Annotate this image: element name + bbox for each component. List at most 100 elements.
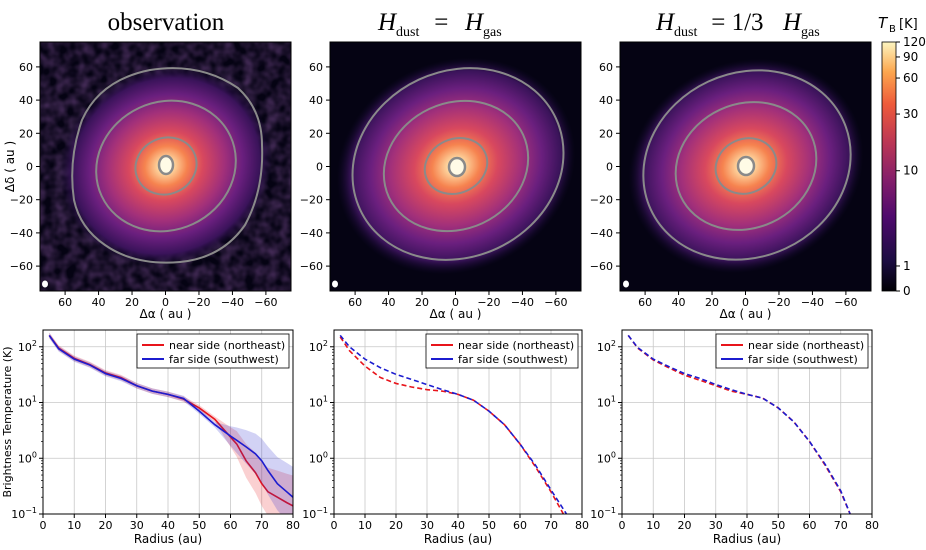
map-hdust-third-hgas bbox=[620, 42, 871, 291]
profile-xtick-label: 80 bbox=[575, 519, 589, 532]
map-ytick-label: 0 bbox=[26, 161, 33, 174]
profile-xtick-label: 80 bbox=[286, 519, 300, 532]
ytick-exp: 0 bbox=[32, 450, 37, 459]
ytick-exp: 1 bbox=[611, 395, 616, 404]
map-panels bbox=[39, 41, 872, 292]
map-ytick-label: 20 bbox=[599, 127, 613, 140]
colorbar-gradient bbox=[881, 41, 897, 292]
legend-label-0: near side (northeast) bbox=[169, 339, 285, 352]
profile-series-group bbox=[339, 334, 568, 514]
profile-frame bbox=[42, 329, 294, 515]
ytick-exp: 0 bbox=[611, 450, 616, 459]
map-ytick-label: 60 bbox=[19, 61, 33, 74]
map-xtick-label: −20 bbox=[767, 296, 790, 309]
map-xtick-label: 60 bbox=[638, 296, 652, 309]
profile-ytick-label: 101 bbox=[597, 395, 616, 410]
map-xlabel: Δα ( au ) bbox=[430, 307, 482, 321]
map-ytick-label: 20 bbox=[309, 127, 323, 140]
map-ylabel: Δδ ( au ) bbox=[3, 141, 17, 192]
map-ytick-label: −60 bbox=[590, 260, 613, 273]
svg-text:dust: dust bbox=[396, 25, 419, 40]
profile-series-far bbox=[339, 334, 568, 514]
ytick-base: 10 bbox=[11, 508, 25, 521]
profile-xtick-label: 20 bbox=[99, 519, 113, 532]
profile-ytick-label: 10−1 bbox=[590, 506, 616, 521]
profile-xtick-label: 50 bbox=[771, 519, 785, 532]
colorbar-label-unit: [K] bbox=[899, 17, 918, 32]
title-observation: observation bbox=[108, 9, 225, 36]
map-xtick-label: −20 bbox=[187, 296, 210, 309]
profile-xtick-label: 10 bbox=[67, 519, 81, 532]
title3-sub1: dust bbox=[674, 25, 697, 40]
map0-beam bbox=[42, 280, 48, 288]
map-ytick-label: 0 bbox=[606, 161, 613, 174]
profile-ylabel: Brightness Temperature (K) bbox=[1, 346, 14, 497]
ytick-exp: 0 bbox=[323, 450, 328, 459]
profile-xtick-label: 50 bbox=[482, 519, 496, 532]
map-ytick-label: 60 bbox=[599, 61, 613, 74]
ytick-exp: 2 bbox=[323, 339, 328, 348]
title2-h1: H bbox=[377, 9, 398, 36]
svg-text:H: H bbox=[782, 9, 803, 36]
profile-frame bbox=[621, 329, 873, 515]
map2-contour-mid bbox=[674, 101, 818, 231]
map-xtick-label: −40 bbox=[221, 296, 244, 309]
colorbar-tick-label: 30 bbox=[903, 107, 918, 121]
title2-sub1: dust bbox=[396, 25, 419, 40]
profile-xtick-label: 70 bbox=[544, 519, 558, 532]
colorbar-label-sub: B bbox=[889, 24, 896, 35]
profile-ytick-label: 102 bbox=[18, 339, 37, 354]
profile-xtick-label: 20 bbox=[678, 519, 692, 532]
map-ytick-label: 40 bbox=[309, 94, 323, 107]
profile-ytick-label: 100 bbox=[309, 450, 328, 465]
profile-ytick-label: 10−1 bbox=[11, 506, 37, 521]
title3-h2: H bbox=[782, 9, 803, 36]
profile-series-far bbox=[627, 334, 851, 514]
profile-ytick-label: 101 bbox=[18, 395, 37, 410]
title-hdust-hgas: H dust = H gas bbox=[377, 9, 502, 40]
legend-label-1: far side (southwest) bbox=[748, 353, 858, 366]
legend-box bbox=[715, 333, 869, 369]
ytick-base: 10 bbox=[309, 341, 323, 354]
map2-contour-core bbox=[736, 155, 756, 177]
map-xtick-label: 20 bbox=[125, 296, 139, 309]
ytick-exp: −1 bbox=[604, 506, 616, 515]
ytick-base: 10 bbox=[597, 341, 611, 354]
colorbar-tick-label: 0 bbox=[903, 284, 911, 298]
map-xtick-label: −60 bbox=[254, 296, 277, 309]
svg-text:dust: dust bbox=[674, 25, 697, 40]
ytick-exp: 1 bbox=[32, 395, 37, 404]
map-xlabel: Δα ( au ) bbox=[140, 307, 192, 321]
profile-xtick-label: 40 bbox=[740, 519, 754, 532]
profile-xtick-label: 70 bbox=[255, 519, 269, 532]
map-xtick-label: 20 bbox=[415, 296, 429, 309]
map-xlabel: Δα ( au ) bbox=[720, 307, 772, 321]
ytick-base: 10 bbox=[18, 397, 32, 410]
map-xtick-label: 60 bbox=[348, 296, 362, 309]
profile-ytick-label: 102 bbox=[309, 339, 328, 354]
profile-xtick-label: 60 bbox=[224, 519, 238, 532]
profile-xtick-label: 60 bbox=[803, 519, 817, 532]
profile-xtick-label: 0 bbox=[40, 519, 47, 532]
ytick-base: 10 bbox=[302, 508, 316, 521]
map-ytick-label: 40 bbox=[19, 94, 33, 107]
map2-contour-outer bbox=[642, 69, 852, 261]
profile-band-0 bbox=[49, 332, 293, 514]
map-xtick-label: −40 bbox=[511, 296, 534, 309]
svg-text:H: H bbox=[377, 9, 398, 36]
profile-xlabel: Radius (au) bbox=[424, 532, 492, 546]
ytick-base: 10 bbox=[309, 452, 323, 465]
map-xtick-label: 0 bbox=[162, 296, 169, 309]
map-axes: 60 60 40 40 20 20 0 0 −20 −20 −40 −40 −60 −60 Δα ( au … bbox=[3, 61, 858, 321]
map-ytick-label: 60 bbox=[309, 61, 323, 74]
profile-xtick-label: 30 bbox=[130, 519, 144, 532]
profile-xtick-label: 20 bbox=[389, 519, 403, 532]
profile-series-group bbox=[627, 334, 851, 514]
legend-box bbox=[425, 333, 579, 369]
map-ytick-label: 20 bbox=[19, 127, 33, 140]
ytick-base: 10 bbox=[18, 341, 32, 354]
map-ytick-label: −20 bbox=[10, 194, 33, 207]
